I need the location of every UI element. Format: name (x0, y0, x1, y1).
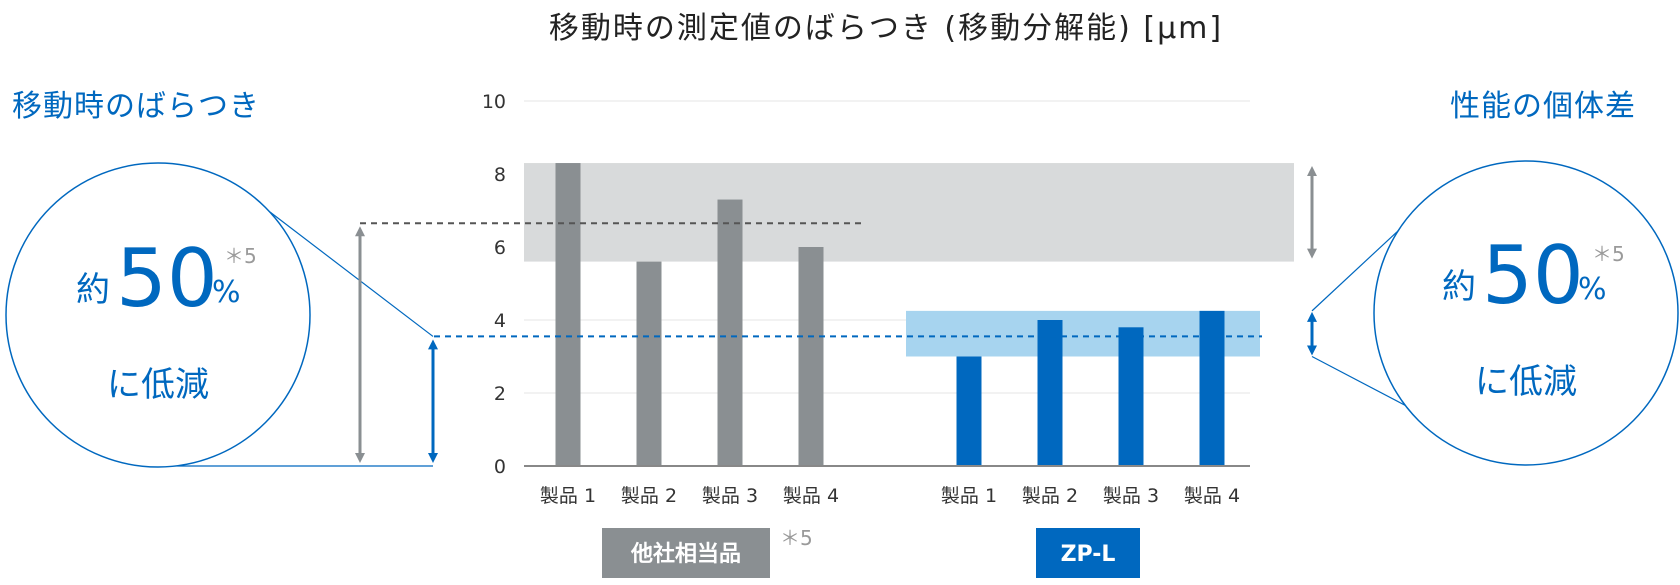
x-category-label: 製品 2 (1022, 485, 1078, 507)
bar (956, 356, 982, 466)
bar (636, 261, 662, 466)
y-tick-label: 6 (494, 237, 506, 259)
left-callout-circle (5, 162, 311, 468)
x-category-label: 製品 3 (702, 485, 758, 507)
bar (1199, 310, 1225, 466)
range-brackets (158, 166, 1415, 467)
y-tick-label: 10 (482, 91, 506, 113)
callout-connector (269, 211, 434, 337)
x-category-label: 製品 3 (1103, 485, 1159, 507)
badge-competitor-box (602, 528, 770, 578)
right-callout-value: 50 (1482, 229, 1584, 322)
group-badge-competitor: 他社相当品 ＊5 (602, 526, 813, 578)
right-callout-circle (1373, 160, 1679, 466)
group-badge-zpl: ZP-L (1036, 528, 1140, 578)
y-tick-label: 8 (494, 164, 506, 186)
x-category-label: 製品 4 (1184, 485, 1240, 507)
right-callout: 性能の個体差 約 50 % ＊5 に低減 (1373, 89, 1679, 466)
right-callout-note: ＊5 (1592, 242, 1625, 266)
x-category-label: 製品 2 (621, 485, 677, 507)
left-callout-heading: 移動時のばらつき (12, 89, 260, 124)
badge-competitor-note: ＊5 (780, 526, 813, 550)
y-tick-label: 4 (494, 310, 506, 332)
badge-zpl-box (1036, 528, 1140, 578)
bar (1037, 320, 1063, 466)
right-callout-suffix: に低減 (1475, 362, 1577, 402)
x-category-label: 製品 1 (540, 485, 596, 507)
right-callout-unit: % (1578, 272, 1607, 307)
bar (717, 199, 743, 467)
left-callout-note: ＊5 (224, 244, 257, 268)
bar (1118, 327, 1144, 466)
bar (798, 247, 824, 466)
variation-band (524, 163, 1294, 262)
right-callout-heading: 性能の個体差 (1450, 89, 1636, 124)
left-callout-suffix: に低減 (107, 365, 209, 405)
callout-connector (1311, 355, 1415, 411)
left-callout-unit: % (212, 275, 241, 310)
bar (555, 163, 581, 467)
chart-title: 移動時の測定値のばらつき (移動分解能) [µm] (549, 11, 1223, 46)
left-callout: 移動時のばらつき 約 50 % ＊5 に低減 (5, 89, 311, 468)
right-callout-prefix: 約 (1442, 267, 1476, 307)
y-tick-label: 0 (494, 456, 506, 478)
badge-zpl-label: ZP-L (1061, 542, 1116, 567)
left-callout-value: 50 (116, 232, 218, 325)
plot-area: 0 2 4 6 8 10 製品 1 製品 2 製品 3 製品 4 製品 1 製品 2 製品 3 製品 4 (360, 91, 1294, 507)
x-category-label: 製品 1 (941, 485, 997, 507)
x-category-label: 製品 4 (783, 485, 839, 507)
badge-competitor-label: 他社相当品 (630, 541, 741, 567)
left-callout-prefix: 約 (76, 270, 110, 310)
y-tick-label: 2 (494, 383, 506, 405)
